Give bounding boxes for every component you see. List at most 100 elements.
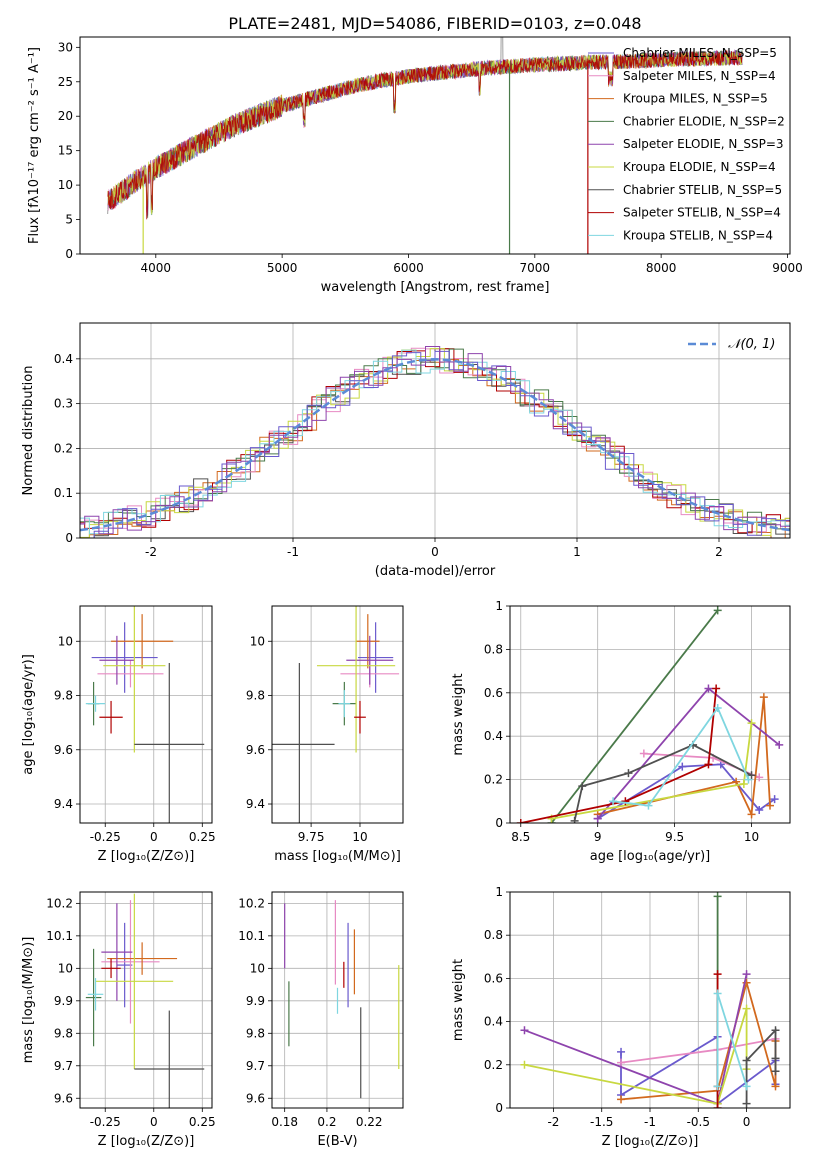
y-tick-label: 0.6 [484, 686, 503, 700]
figure-title: PLATE=2481, MJD=54086, FIBERID=0103, z=0… [228, 14, 641, 33]
y-tick-label: 10 [250, 634, 265, 648]
x-tick-label: 10 [744, 830, 759, 844]
weight-point-marker [704, 760, 713, 769]
weight-point-marker [771, 1067, 780, 1076]
y-tick-label: 9.9 [54, 994, 73, 1008]
residual-histogram [80, 350, 790, 538]
gridlines [80, 606, 212, 823]
y-tick-label: 0.2 [484, 1058, 503, 1072]
weight-point-marker [712, 684, 721, 693]
y-tick-label: 15 [58, 144, 73, 158]
axes-weight_age: 8.5 9 9.5 10 0 0.2 0.4 0.6 0.8 1 age [log₁₀(age/yr… [451, 599, 791, 864]
axes-frame [271, 605, 404, 824]
y-tick-label: 10 [58, 634, 73, 648]
y-tick-label: 9.6 [54, 1091, 73, 1105]
weight-series-line [520, 688, 718, 823]
axes-frame [509, 605, 791, 824]
y-tick-label: 0 [65, 247, 73, 261]
weight-point-marker [713, 1104, 722, 1108]
x-tick-label: 9 [594, 830, 602, 844]
weight-point-marker [747, 719, 756, 728]
x-axis-label: E(B-V) [317, 1134, 357, 1149]
x-axis-label: (data-model)/error [375, 564, 496, 579]
x-tick-label: -1 [644, 1115, 656, 1129]
x-tick-label: 9000 [772, 261, 803, 275]
axes-spectrum: 4000 5000 6000 7000 8000 9000 0 5 10 15 20 25 30 wave… [27, 36, 803, 295]
x-tick-label: 8.5 [511, 830, 530, 844]
y-tick-label: 1 [495, 599, 503, 613]
weight-point-marker [755, 805, 764, 814]
weight-point-marker [744, 775, 753, 784]
x-tick-label: 0 [150, 1115, 158, 1129]
weight-point-marker [766, 801, 774, 810]
legend-entry: Salpeter MILES, N_SSP=4 [623, 69, 776, 83]
weight-point-marker [742, 1099, 751, 1108]
x-tick-label: 2 [715, 545, 723, 559]
y-tick-label: 9.8 [54, 1026, 73, 1040]
y-tick-label: 0 [495, 816, 503, 830]
x-axis-label: Z [log₁₀(Z/Z⊙)] [602, 1134, 699, 1149]
y-tick-label: 30 [58, 40, 73, 54]
y-tick-label: 5 [65, 213, 73, 227]
y-tick-label: 9.6 [246, 743, 265, 757]
weight-point-marker [639, 749, 648, 758]
y-tick-label: 9.6 [54, 743, 73, 757]
plot-area [520, 892, 780, 1108]
y-tick-label: 10.2 [238, 896, 265, 910]
axes-weight_Z: -2 -1.5 -1 -0.5 0 0 0.2 0.4 0.6 0.8 1 Z [log₁₀(Z/Z⊙… [451, 885, 791, 1149]
x-tick-label: -2 [145, 545, 157, 559]
weight-point-marker [713, 703, 722, 712]
weight-point-marker [617, 1095, 626, 1104]
plot-area [85, 893, 205, 1108]
y-tick-label: 0.1 [54, 486, 73, 500]
y-axis-label: mass weight [451, 959, 466, 1041]
weight-point-marker [755, 773, 764, 782]
weight-point-marker [516, 819, 525, 823]
legend-entry: Kroupa MILES, N_SSP=5 [623, 92, 768, 106]
legend-entry: 𝒩(0, 1) [728, 337, 775, 352]
legend-entry: Chabrier ELODIE, N_SSP=2 [623, 114, 785, 128]
y-axis-label: Flux [fλ10⁻¹⁷ erg cm⁻² s⁻¹ A⁻¹] [27, 47, 42, 244]
weight-point-marker [609, 797, 618, 806]
weight-point-marker [771, 1082, 780, 1091]
y-tick-label: 20 [58, 109, 73, 123]
x-tick-label: 0.2 [317, 1115, 336, 1129]
y-tick-label: 0.4 [484, 729, 503, 743]
x-tick-label: 5000 [267, 261, 298, 275]
weight-point-marker [713, 970, 722, 979]
weight-point-marker [742, 970, 751, 979]
x-tick-label: 0 [743, 1115, 751, 1129]
x-tick-label: 10 [352, 830, 367, 844]
weight-point-marker [578, 782, 587, 791]
y-tick-label: 0.2 [54, 441, 73, 455]
legend-entry: Salpeter ELODIE, N_SSP=3 [623, 137, 784, 151]
x-tick-label: 0.25 [189, 830, 216, 844]
plot-area [85, 606, 205, 823]
y-tick-label: 9.8 [246, 689, 265, 703]
y-tick-label: 9.8 [246, 1026, 265, 1040]
y-tick-label: 10.2 [46, 896, 73, 910]
x-axis-label: Z [log₁₀(Z/Z⊙)] [98, 1134, 195, 1149]
x-axis-label: age [log₁₀(age/yr)] [590, 849, 711, 864]
weight-point-marker [771, 1054, 780, 1063]
y-tick-label: 10.1 [46, 929, 73, 943]
x-tick-label: -1 [287, 545, 299, 559]
x-tick-label: 8000 [646, 261, 677, 275]
residual-histogram [80, 349, 790, 535]
weight-point-marker [759, 693, 768, 702]
weight-point-marker [678, 762, 687, 771]
weight-point-marker [713, 606, 722, 615]
plot-area [272, 606, 400, 823]
y-tick-label: 9.7 [54, 1059, 73, 1073]
legend-entry: Kroupa STELIB, N_SSP=4 [623, 228, 773, 242]
weight-point-marker [742, 1082, 751, 1091]
axes-frame [79, 322, 791, 539]
weight-series-line [550, 609, 719, 823]
y-tick-label: 9.4 [54, 797, 73, 811]
y-tick-label: 0.4 [54, 352, 73, 366]
axes-age_Z: -0.25 0 0.25 9.4 9.6 9.8 10 Z [log₁₀(Z/Z⊙)] age … [21, 605, 216, 864]
legend-entry: Kroupa ELODIE, N_SSP=4 [623, 160, 776, 174]
weight-point-marker [593, 814, 602, 823]
axes-frame [79, 605, 213, 824]
